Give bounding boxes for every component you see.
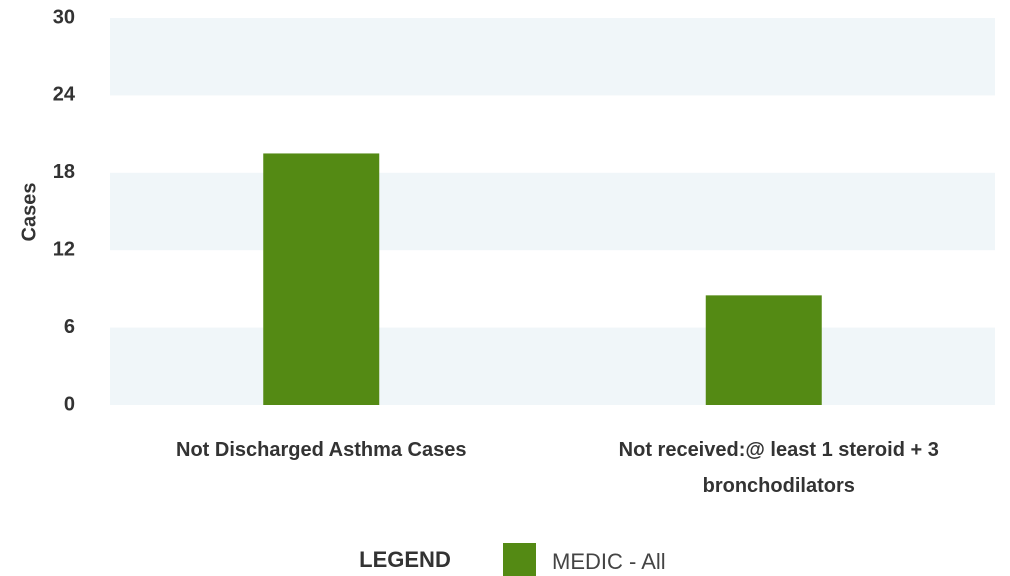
y-tick-label: 0 bbox=[64, 393, 75, 415]
grid-band bbox=[110, 327, 995, 405]
y-tick-label: 30 bbox=[53, 6, 75, 28]
y-tick-label: 12 bbox=[53, 238, 75, 260]
x-tick-label: Not Discharged Asthma Cases bbox=[176, 439, 467, 461]
bar bbox=[705, 295, 822, 405]
legend-title: LEGEND bbox=[359, 547, 451, 572]
y-tick-label: 6 bbox=[64, 316, 75, 338]
y-tick-label: 24 bbox=[53, 84, 76, 106]
y-axis-label: Cases bbox=[18, 183, 40, 242]
y-tick-label: 18 bbox=[53, 161, 75, 183]
grid-band bbox=[110, 172, 995, 251]
x-tick-label: Not received:@ least 1 steroid + 3 bronc… bbox=[618, 439, 939, 497]
bar bbox=[263, 153, 380, 405]
grid-band bbox=[110, 18, 995, 96]
legend-swatch bbox=[503, 543, 536, 576]
legend-label: MEDIC - All bbox=[552, 549, 666, 574]
